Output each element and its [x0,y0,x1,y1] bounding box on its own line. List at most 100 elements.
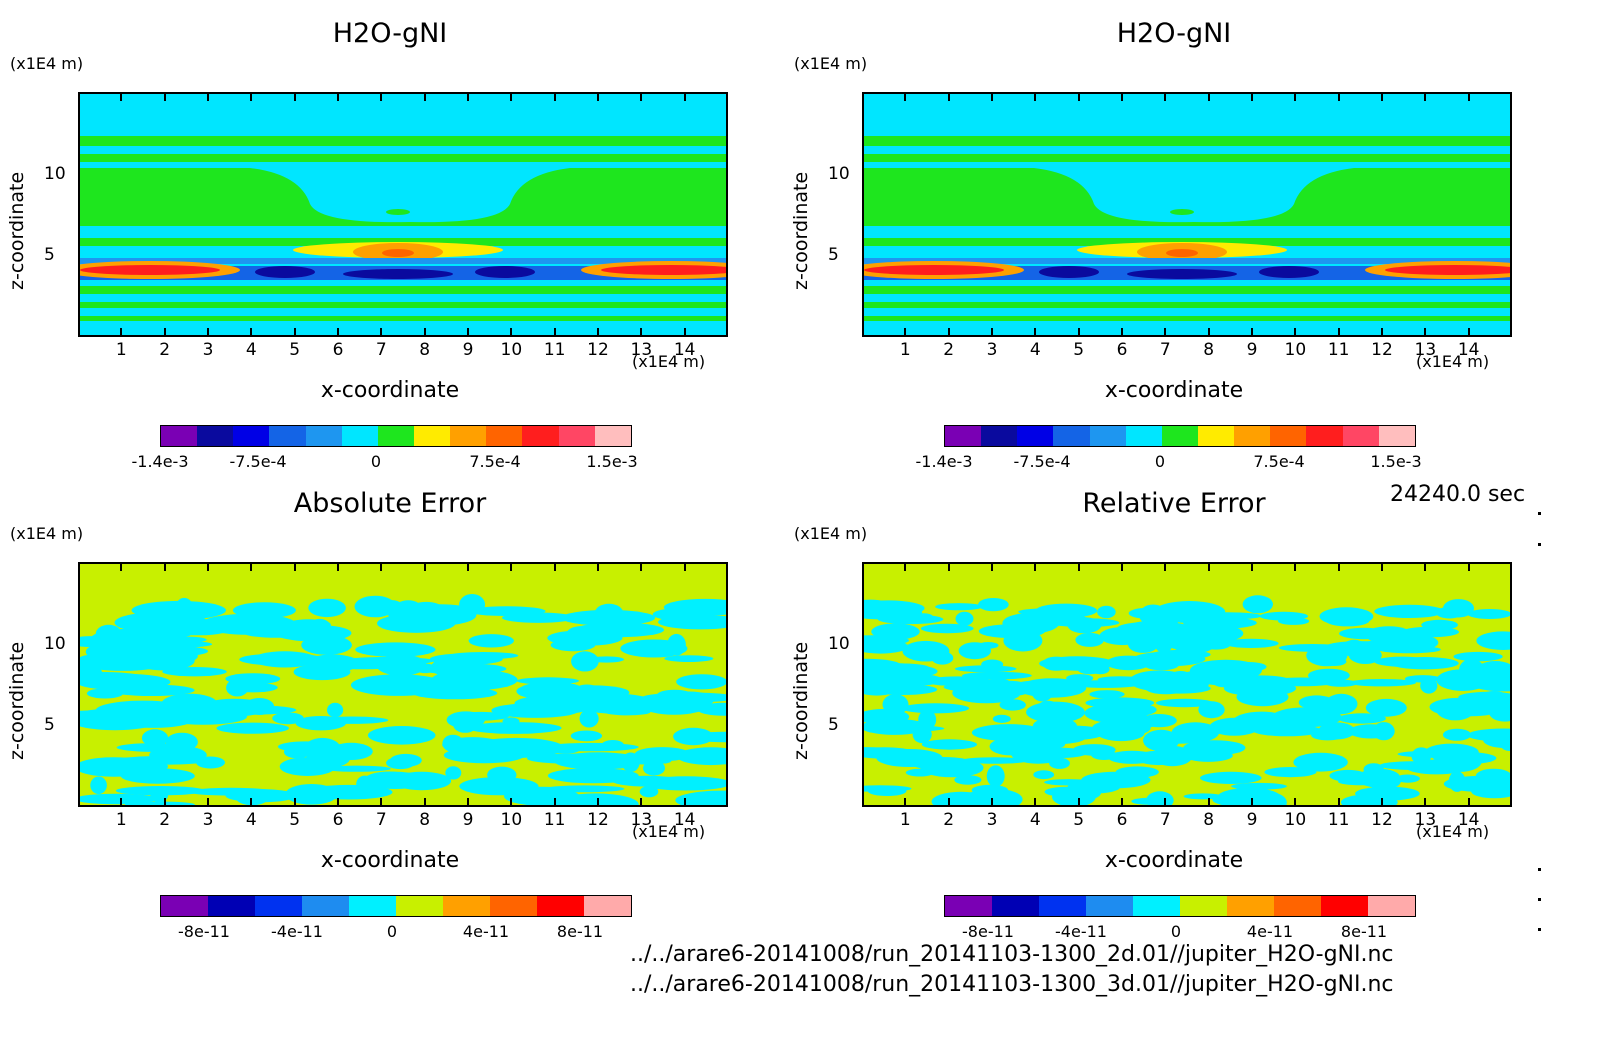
error-blob [1339,627,1390,640]
error-blob [272,712,304,725]
error-blob [1144,660,1179,671]
z-axis-label: z-coordinate [6,641,28,760]
x-tick-mark [640,564,643,571]
x-tick-mark [1164,94,1167,101]
x-tick-mark [207,798,209,805]
error-blob [1411,747,1432,765]
blob [80,265,220,275]
x-tick-label: 4 [245,810,257,830]
error-blob [321,765,391,772]
colorbar-swatch [1270,426,1307,446]
error-blob [376,654,427,676]
error-blob [667,633,686,656]
error-blob [1183,793,1223,800]
x-tick-mark [1207,564,1210,571]
z-axis-label: z-coordinate [790,641,812,760]
blob [1170,209,1194,215]
error-blob [165,619,234,636]
error-blob [594,603,624,622]
error-blob [80,708,162,731]
band [80,316,726,321]
colorbar-swatch [537,896,584,916]
error-blob [516,677,579,685]
error-blob [962,671,1032,680]
error-blob [574,622,665,638]
error-blob [1242,595,1273,614]
x-tick-mark [510,94,513,101]
x-tick-mark [120,328,123,335]
x-tick-mark [163,564,166,571]
colorbar-label: -4e-11 [271,922,323,941]
error-blob [1135,750,1182,766]
colorbar-label: -7.5e-4 [1013,452,1071,471]
x-tick-mark [163,328,166,335]
colorbar-swatch [594,426,631,446]
x-tick-mark [337,94,339,101]
colorbar-swatch [161,426,198,446]
x-tick-mark [1164,328,1167,335]
x-tick-mark [1467,328,1470,335]
x-tick-mark [1034,328,1037,335]
error-blob [1325,693,1358,715]
contour-field [864,564,1510,805]
error-blob [1379,761,1445,770]
colorbar-swatch [945,426,982,446]
x-tick-label: 7 [1159,340,1171,360]
error-blob [141,729,169,747]
x-tick-label: 12 [587,340,609,360]
x-tick-label: 11 [543,810,566,830]
error-blob [1404,675,1441,683]
x-tick-label: 1 [899,340,911,360]
x-tick-mark [1294,328,1297,335]
colorbar-label: -1.4e-3 [915,452,973,471]
x-tick-mark [207,328,209,335]
error-blob [1200,771,1262,784]
x-tick-mark [947,564,950,571]
colorbar-label: -8e-11 [962,922,1014,941]
x-tick-mark [991,798,993,805]
x-tick-label: 4 [245,340,257,360]
x-tick-label: 14 [673,810,696,830]
error-blob [1338,713,1386,724]
band [864,226,1510,238]
x-tick-label: 13 [630,340,653,360]
x-tick-label: 3 [986,810,998,830]
colorbar-swatch [1368,896,1415,916]
error-blob [1348,724,1394,739]
colorbar-swatch [197,426,234,446]
colorbar-label: 0 [370,452,382,471]
x-tick-label: 8 [1203,810,1215,830]
colorbar-swatch [161,896,208,916]
error-blob [278,741,333,752]
blob [1385,265,1510,275]
x-tick-label: 8 [1203,340,1215,360]
error-blob [244,698,275,715]
x-tick-label: 9 [1246,810,1258,830]
x-tick-mark [597,94,599,101]
x-tick-label: 2 [943,340,955,360]
error-blob [1374,656,1431,667]
contour-field [80,564,726,805]
error-blob [196,756,225,769]
colorbar-label: 0 [1154,452,1166,471]
error-blob [612,775,683,787]
colorbar-label: 8e-11 [556,922,604,941]
error-blob [1085,697,1155,709]
error-blob [315,716,389,724]
x-tick-mark [1424,798,1427,805]
colorbar-swatch [486,426,523,446]
error-blob [1471,784,1510,799]
error-blob [1374,604,1445,618]
error-blob [86,688,124,699]
x-tick-label: 9 [462,340,474,360]
error-blob [961,757,1029,764]
colorbar-swatch [377,426,414,446]
plot-area [78,92,728,337]
error-blob [394,600,422,618]
colorbar-label: 4e-11 [1246,922,1294,941]
x-tick-mark [337,328,339,335]
time-label: 24240.0 sec [1390,482,1526,507]
error-blob [115,786,206,796]
colorbar-swatch [1180,896,1227,916]
error-blob [553,752,643,770]
